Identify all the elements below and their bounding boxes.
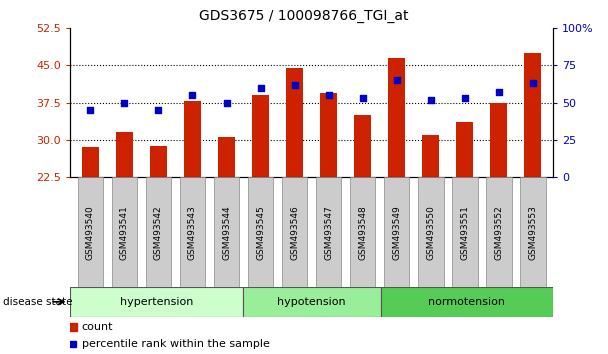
FancyBboxPatch shape (78, 177, 103, 289)
FancyBboxPatch shape (520, 177, 545, 289)
Text: GDS3675 / 100098766_TGI_at: GDS3675 / 100098766_TGI_at (199, 9, 409, 23)
Point (426, 97, 435, 103)
Text: count: count (81, 321, 113, 332)
Point (358, 95, 367, 101)
Bar (184, 101, 201, 177)
Point (392, 78, 401, 83)
Point (222, 100, 232, 105)
Text: hypertension: hypertension (120, 297, 193, 307)
Bar (354, 115, 371, 177)
Text: percentile rank within the sample: percentile rank within the sample (81, 339, 269, 349)
Point (323, 92, 333, 98)
FancyBboxPatch shape (282, 177, 308, 289)
Point (188, 92, 198, 98)
Bar (388, 58, 405, 177)
Text: hypotension: hypotension (277, 297, 346, 307)
Bar (422, 135, 439, 177)
Point (120, 100, 130, 105)
Bar (320, 93, 337, 177)
Bar (524, 53, 541, 177)
Text: GSM493544: GSM493544 (222, 205, 231, 260)
FancyBboxPatch shape (214, 177, 240, 289)
FancyBboxPatch shape (452, 177, 477, 289)
Bar (252, 95, 269, 177)
FancyBboxPatch shape (350, 177, 375, 289)
Point (256, 85, 266, 91)
Bar (286, 68, 303, 177)
Point (154, 107, 164, 113)
Text: GSM493546: GSM493546 (290, 205, 299, 260)
Text: GSM493553: GSM493553 (528, 205, 537, 260)
Point (494, 90, 503, 95)
Text: GSM493549: GSM493549 (392, 205, 401, 260)
Point (460, 95, 469, 101)
Text: GSM493551: GSM493551 (460, 205, 469, 260)
Bar (150, 146, 167, 177)
Bar (490, 103, 507, 177)
Text: GSM493548: GSM493548 (358, 205, 367, 260)
FancyBboxPatch shape (316, 177, 341, 289)
Text: GSM493545: GSM493545 (256, 205, 265, 260)
Text: GSM493547: GSM493547 (324, 205, 333, 260)
Bar (218, 137, 235, 177)
Point (86, 107, 95, 113)
Text: GSM493550: GSM493550 (426, 205, 435, 260)
Text: GSM493540: GSM493540 (86, 205, 95, 260)
Point (528, 80, 537, 86)
FancyBboxPatch shape (112, 177, 137, 289)
Bar (82, 147, 99, 177)
FancyBboxPatch shape (70, 287, 243, 317)
FancyBboxPatch shape (486, 177, 511, 289)
FancyBboxPatch shape (180, 177, 206, 289)
Text: normotension: normotension (429, 297, 505, 307)
Bar (116, 132, 133, 177)
Text: disease state: disease state (3, 297, 72, 307)
FancyBboxPatch shape (418, 177, 443, 289)
FancyBboxPatch shape (384, 177, 409, 289)
Text: GSM493542: GSM493542 (154, 205, 163, 260)
Text: GSM493541: GSM493541 (120, 205, 129, 260)
FancyBboxPatch shape (243, 287, 381, 317)
FancyBboxPatch shape (381, 287, 553, 317)
Bar (456, 122, 473, 177)
FancyBboxPatch shape (248, 177, 274, 289)
FancyBboxPatch shape (146, 177, 171, 289)
Text: GSM493543: GSM493543 (188, 205, 197, 260)
Text: GSM493552: GSM493552 (494, 205, 503, 260)
Point (290, 82, 300, 88)
